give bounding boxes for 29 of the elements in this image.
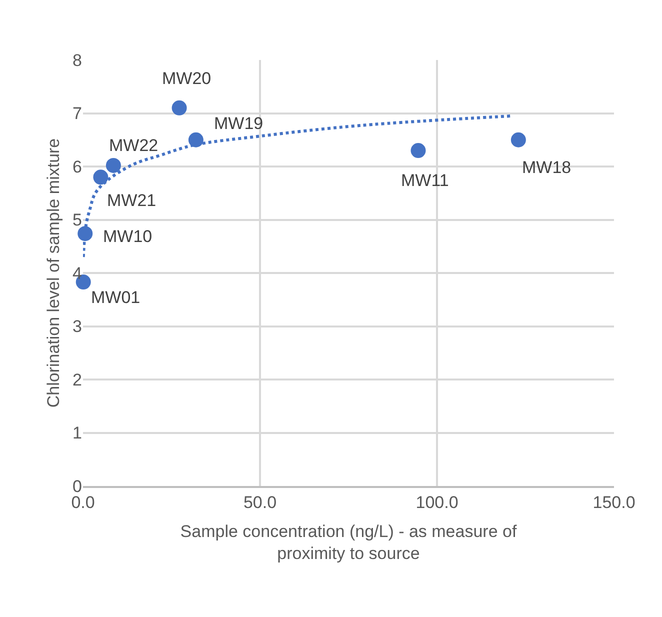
point	[93, 170, 108, 185]
y-tick-label: 1	[72, 424, 82, 443]
annotation: MW18	[522, 158, 572, 177]
y-tick-label: 3	[72, 317, 82, 336]
y-tick-label: 2	[72, 370, 82, 390]
annotation: MW01	[91, 288, 140, 307]
annotation: MW10	[103, 227, 152, 246]
y-tick-label: 6	[72, 157, 82, 176]
y-tick-label: 5	[72, 210, 82, 230]
y-tick-label: 0	[72, 476, 82, 496]
annotation: MW19	[214, 114, 264, 133]
point	[106, 158, 121, 173]
annotation: MW22	[109, 136, 158, 155]
annotation: MW11	[401, 171, 449, 190]
x-tick-label: 150.0	[592, 493, 636, 512]
annotation: MW20	[162, 69, 212, 88]
point	[410, 143, 426, 158]
x-tick-label: 50.0	[243, 493, 277, 512]
x-tick-label: 0.0	[71, 493, 95, 512]
x-axis-title: Sample concentration (ng/L) - as measure of proximity to source	[180, 522, 517, 564]
x-tick-label: 100.0	[416, 493, 458, 512]
y-tick-label: 8	[72, 50, 82, 70]
point	[188, 132, 204, 148]
y-tick-label: 4	[72, 264, 82, 283]
annotation: MW21	[107, 191, 156, 210]
y-axis-title: Chlorination level of sample mixture	[44, 138, 64, 408]
point	[172, 100, 187, 116]
y-tick-label: 7	[72, 104, 82, 124]
point	[510, 132, 526, 148]
